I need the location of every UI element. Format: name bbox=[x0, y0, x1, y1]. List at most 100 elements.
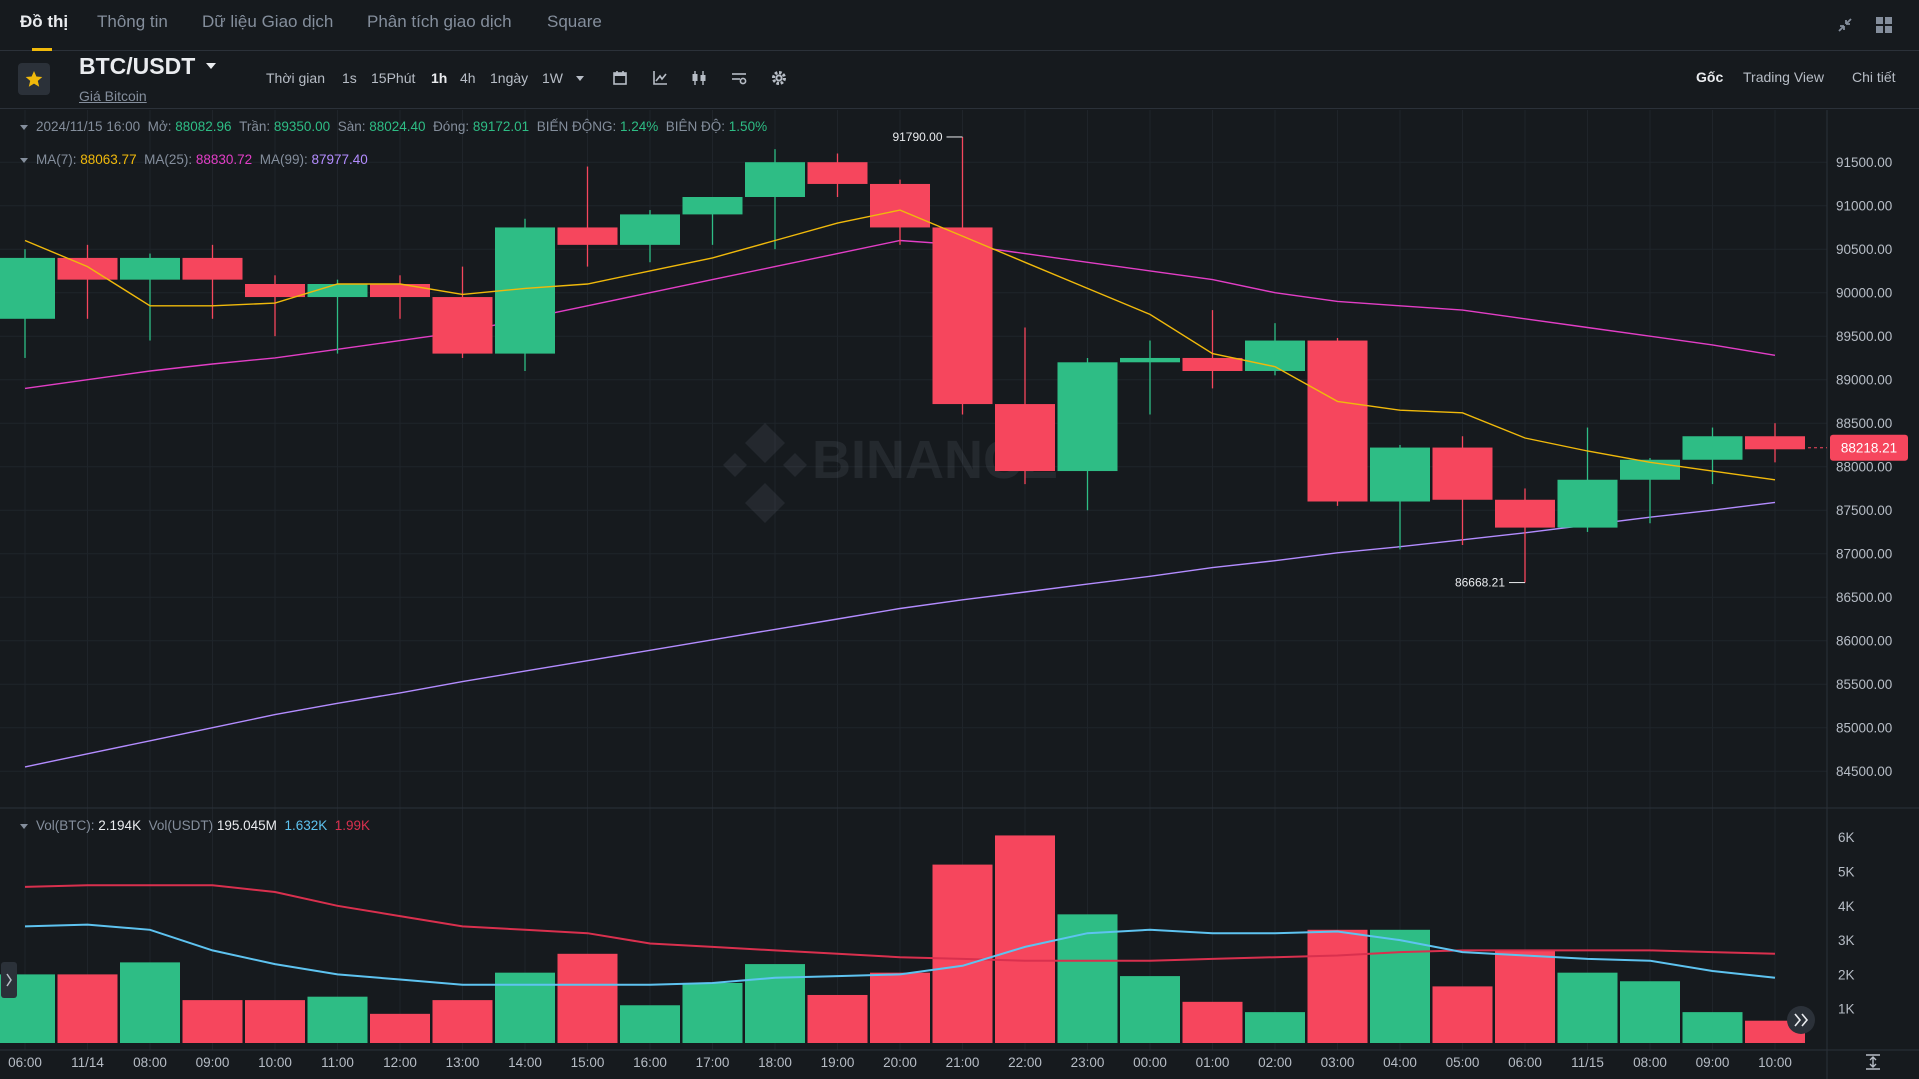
candle-body bbox=[1182, 357, 1243, 371]
price-axis-label: 87500.00 bbox=[1836, 503, 1892, 518]
symbol-subname-link[interactable]: Giá Bitcoin bbox=[79, 88, 147, 104]
vol-usdt-value: 195.045M bbox=[216, 818, 277, 833]
time-axis-label: 04:00 bbox=[1383, 1055, 1417, 1070]
view-depth[interactable]: Chi tiết bbox=[1852, 69, 1896, 85]
symbol-dropdown-icon[interactable] bbox=[206, 63, 216, 69]
high-value: 89350.00 bbox=[273, 119, 331, 134]
candle-body bbox=[57, 257, 118, 280]
indicator-icon[interactable] bbox=[651, 69, 669, 87]
vol-ma1-value: 1.632K bbox=[284, 818, 328, 833]
collapse-icon[interactable] bbox=[1834, 14, 1856, 36]
ma99-label: MA(99): bbox=[259, 152, 308, 167]
price-axis-label: 91000.00 bbox=[1836, 199, 1892, 214]
price-axis-label: 85500.00 bbox=[1836, 677, 1892, 692]
candle-body bbox=[1245, 340, 1305, 371]
tab-info[interactable]: Thông tin bbox=[97, 12, 168, 31]
ma-info: MA(7): 88063.77 MA(25): 88830.72 MA(99):… bbox=[20, 152, 368, 167]
volume-bar bbox=[1307, 929, 1368, 1043]
price-axis-label: 86000.00 bbox=[1836, 634, 1892, 649]
candle-body bbox=[1120, 357, 1180, 363]
timeframe-1w[interactable]: 1W bbox=[542, 70, 563, 86]
candle-body bbox=[995, 404, 1055, 472]
collapse-volume-icon[interactable] bbox=[20, 823, 28, 829]
timeframe-1d[interactable]: 1ngày bbox=[490, 70, 529, 86]
timeframe-1h[interactable]: 1h bbox=[431, 70, 448, 86]
volume-info: Vol(BTC): 2.194K Vol(USDT) 195.045M 1.63… bbox=[20, 818, 370, 833]
time-axis-label: 02:00 bbox=[1258, 1055, 1292, 1070]
calendar-icon[interactable] bbox=[611, 69, 629, 87]
collapse-ohlc-icon[interactable] bbox=[20, 124, 28, 130]
candle-body bbox=[620, 214, 680, 245]
time-axis-label: 20:00 bbox=[883, 1055, 917, 1070]
scroll-left-button[interactable] bbox=[1, 962, 17, 998]
timeframe-time[interactable]: Thời gian bbox=[266, 70, 325, 86]
volume-bar bbox=[307, 996, 368, 1043]
volume-bar bbox=[1370, 929, 1430, 1043]
volume-bar bbox=[1495, 950, 1555, 1043]
volume-bar bbox=[1245, 1012, 1305, 1043]
volume-bar bbox=[745, 964, 805, 1043]
timeframe-dropdown-icon[interactable] bbox=[576, 76, 584, 81]
price-axis-label: 90000.00 bbox=[1836, 286, 1892, 301]
candle-body bbox=[932, 227, 993, 405]
view-trading-view[interactable]: Trading View bbox=[1743, 69, 1824, 85]
price-axis-label: 88000.00 bbox=[1836, 460, 1892, 475]
open-value: 88082.96 bbox=[175, 119, 232, 134]
volume-axis-label: 2K bbox=[1838, 967, 1855, 982]
volume-bar bbox=[1432, 986, 1493, 1043]
time-axis-label: 18:00 bbox=[758, 1055, 792, 1070]
change-value: 1.24% bbox=[619, 119, 659, 134]
collapse-ma-icon[interactable] bbox=[20, 157, 28, 163]
settings-list-icon[interactable] bbox=[730, 69, 748, 87]
ma99-line bbox=[24, 501, 1776, 768]
timeframe-1s[interactable]: 1s bbox=[342, 70, 357, 86]
symbol-name[interactable]: BTC/USDT bbox=[79, 53, 196, 79]
low-label: Sàn: bbox=[337, 119, 366, 134]
volume-axis-label: 5K bbox=[1838, 864, 1855, 879]
candle-type-icon[interactable] bbox=[690, 69, 708, 87]
volume-ma1-line bbox=[24, 923, 1776, 986]
gear-icon[interactable] bbox=[770, 69, 788, 87]
tab-chart[interactable]: Đồ thị bbox=[20, 12, 69, 31]
timeframe-4h[interactable]: 4h bbox=[460, 70, 476, 86]
tab-trading-data[interactable]: Dữ liệu Giao dịch bbox=[202, 12, 334, 31]
candle-body bbox=[1745, 436, 1805, 450]
favorite-star-icon[interactable] bbox=[18, 63, 50, 95]
change-label: BIẾN ĐỘNG: bbox=[536, 119, 617, 134]
time-axis-label: 21:00 bbox=[946, 1055, 980, 1070]
candle-body bbox=[1682, 436, 1743, 460]
amplitude-value: 1.50% bbox=[728, 119, 768, 134]
top-nav bbox=[0, 0, 1919, 51]
active-tab-indicator bbox=[32, 48, 52, 51]
price-axis-label: 86500.00 bbox=[1836, 590, 1892, 605]
time-axis-label: 19:00 bbox=[821, 1055, 855, 1070]
price-axis-label: 87000.00 bbox=[1836, 547, 1892, 562]
view-original[interactable]: Gốc bbox=[1696, 69, 1724, 85]
price-axis-label: 85000.00 bbox=[1836, 721, 1892, 736]
close-value: 89172.01 bbox=[472, 119, 530, 134]
time-axis-label: 11/14 bbox=[71, 1055, 104, 1070]
auto-scale-icon[interactable] bbox=[1866, 1054, 1880, 1070]
candle-body bbox=[370, 284, 430, 298]
time-axis-label: 03:00 bbox=[1321, 1055, 1355, 1070]
timeframe-15m[interactable]: 15Phút bbox=[371, 70, 416, 86]
volume-bar bbox=[932, 864, 993, 1043]
high-label: Trần: bbox=[239, 119, 271, 134]
layout-grid-icon[interactable] bbox=[1873, 14, 1895, 36]
time-axis-label: 00:00 bbox=[1133, 1055, 1167, 1070]
volume-bar bbox=[870, 972, 930, 1043]
ma7-line bbox=[24, 209, 1776, 481]
volume-bar bbox=[1120, 976, 1180, 1043]
candle-body bbox=[1557, 479, 1618, 528]
tab-trading-analysis[interactable]: Phân tích giao dịch bbox=[367, 12, 512, 31]
vol-btc-value: 2.194K bbox=[98, 818, 142, 833]
low-price-label: 86668.21 bbox=[1455, 576, 1505, 590]
candle-body bbox=[1370, 447, 1430, 502]
candle-body bbox=[1495, 499, 1555, 528]
last-price-tag bbox=[1830, 434, 1908, 461]
price-axis-label: 89500.00 bbox=[1836, 329, 1892, 344]
tab-square[interactable]: Square bbox=[547, 12, 602, 31]
volume-bar bbox=[432, 1000, 493, 1043]
vol-ma2-value: 1.99K bbox=[334, 818, 371, 833]
